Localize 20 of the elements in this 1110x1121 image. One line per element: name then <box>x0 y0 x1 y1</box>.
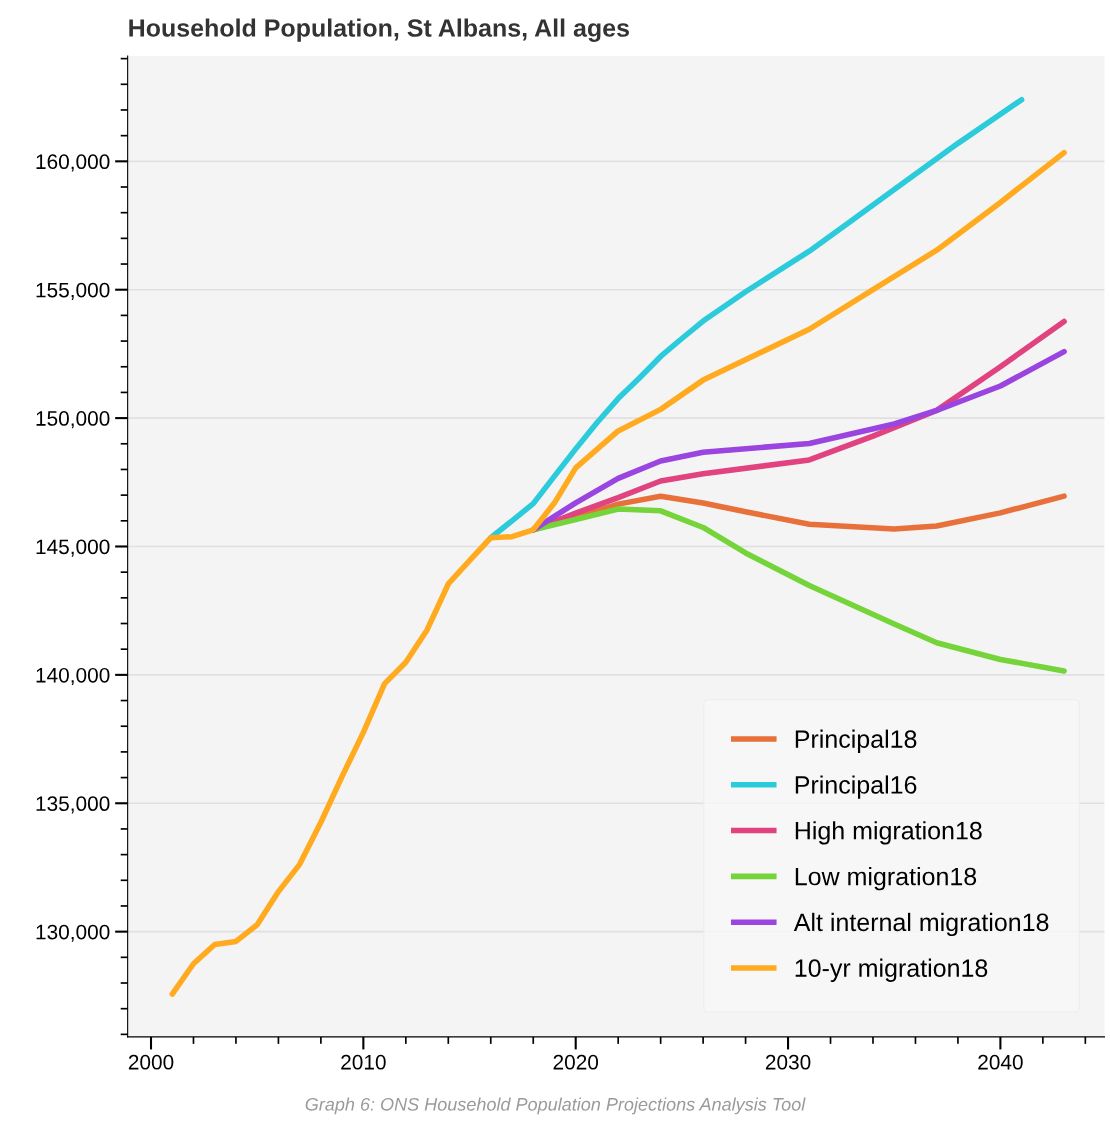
x-tick-label: 2020 <box>553 1054 599 1070</box>
y-tick-label: 135,000 <box>36 796 110 814</box>
x-tick-label: 2040 <box>978 1054 1023 1070</box>
y-tick-label: 130,000 <box>36 924 110 942</box>
x-tick-label: 2010 <box>341 1054 386 1070</box>
legend-label: Low migration18 <box>795 867 977 891</box>
y-tick-label: 150,000 <box>36 411 110 429</box>
legend-label: Alt internal migration18 <box>793 912 1049 937</box>
chart-title: Household Population, St Albans, All ages <box>129 18 629 42</box>
legend-label: High migration18 <box>795 821 982 845</box>
y-tick-label: 140,000 <box>36 667 110 686</box>
x-tick-label: 2030 <box>765 1054 811 1070</box>
y-tick-label: 160,000 <box>36 154 110 172</box>
x-tick-label: 2000 <box>128 1054 174 1070</box>
y-tick-label: 155,000 <box>36 282 110 300</box>
y-tick-label: 145,000 <box>36 539 110 557</box>
legend-label: Principal16 <box>795 775 917 799</box>
legend-label: Principal18 <box>795 729 917 753</box>
caption: Graph 6: ONS Household Population Projections Analysis Tool <box>305 1097 806 1115</box>
legend-label: 10-yr migration18 <box>795 958 988 982</box>
